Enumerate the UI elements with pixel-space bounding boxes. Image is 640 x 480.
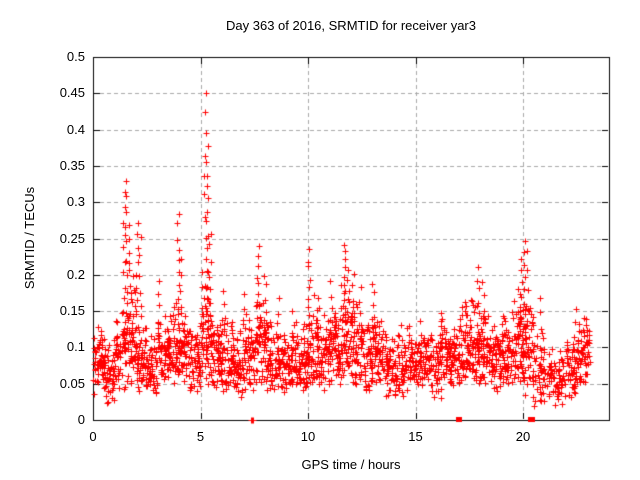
x-tick-label: 5: [196, 429, 205, 444]
y-tick-label: 0.5: [66, 49, 85, 64]
y-tick-label: 0.4: [66, 121, 85, 137]
y-tick-label: 0.25: [59, 230, 85, 246]
y-tick-label: 0.35: [59, 157, 85, 173]
x-tick-label: 10: [300, 429, 316, 444]
y-tick-label: 0.15: [59, 303, 85, 319]
y-tick-label: 0.05: [59, 375, 85, 391]
x-tick-label: 20: [515, 429, 531, 444]
x-axis-label: GPS time / hours: [301, 457, 401, 472]
y-tick-label: 0: [77, 412, 85, 427]
y-tick-label: 0.1: [66, 339, 85, 355]
y-tick-label: 0.2: [66, 266, 85, 282]
x-tick-label: 0: [89, 429, 97, 444]
chart-title: Day 363 of 2016, SRMTID for receiver yar…: [226, 18, 476, 33]
y-tick-label: 0.45: [59, 85, 85, 101]
y-tick-label: 0.3: [66, 194, 85, 210]
x-tick-label: 15: [408, 429, 423, 444]
